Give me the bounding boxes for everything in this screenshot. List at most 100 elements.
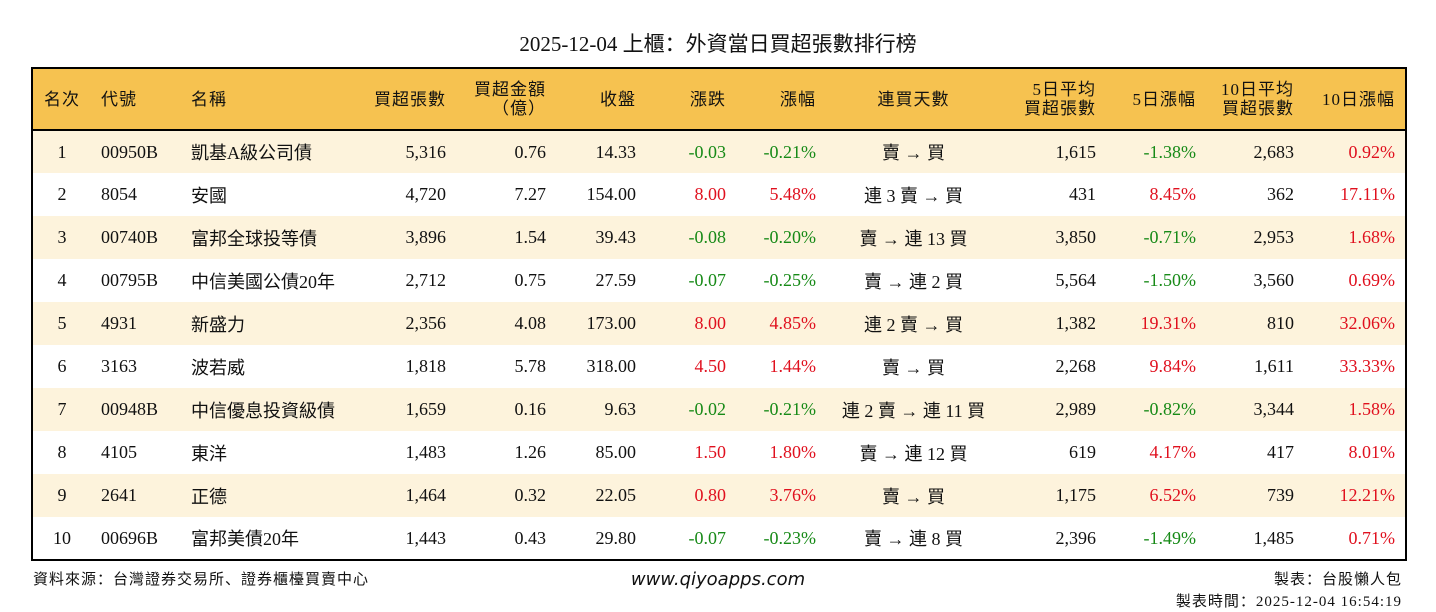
table-cell: 0.76	[514, 141, 547, 162]
table-cell: 10	[53, 527, 71, 548]
table-cell: 5,564	[1055, 270, 1097, 290]
column-header: 連買天數	[877, 89, 950, 109]
ranking-table: 名次 代號 名稱 買超張數 買超金額 （億） 收盤 漲跌 漲幅 連買天數 5日平均 買超張數 5日漲幅 1…	[31, 67, 1407, 561]
table-cell: 1.50	[694, 442, 727, 462]
table-cell: 0.71%	[1348, 527, 1396, 548]
table-row: 8 4105 東洋 1,483 1.26 85.00 1.50 1.80% 賣 → 連 12 買…	[32, 431, 1406, 474]
table-cell: 1.80%	[769, 442, 817, 462]
data-source: 資料來源：台灣證券交易所、證券櫃檯買賣中心	[33, 572, 370, 588]
table-cell: 12.21%	[1339, 485, 1396, 505]
table-cell: 2,396	[1055, 527, 1097, 548]
table-cell: -0.20%	[763, 227, 817, 247]
column-header: 漲幅	[780, 89, 816, 109]
table-cell: 賣 → 買	[882, 143, 945, 163]
generated-time: 製表時間：2025-12-04 16:54:19	[1175, 594, 1402, 610]
table-cell: 1,443	[405, 527, 447, 548]
table-cell: 00950B	[101, 141, 159, 162]
table-cell: 4.17%	[1149, 442, 1197, 462]
table-row: 9 2641 正德 1,464 0.32 22.05 0.80 3.76% 賣 → 買 1,175…	[32, 474, 1406, 517]
table-cell: 2,989	[1055, 399, 1097, 419]
table-cell: 賣 → 買	[882, 486, 945, 507]
table-cell: 2641	[101, 485, 137, 505]
table-cell: 1,382	[1055, 313, 1097, 333]
table-cell: 富邦美債20年	[191, 529, 299, 549]
table-cell: 739	[1267, 485, 1294, 505]
table-cell: 154.00	[586, 184, 637, 204]
column-header: 名稱	[191, 89, 227, 109]
table-cell: 4	[57, 270, 67, 290]
table-cell: 19.31%	[1140, 313, 1197, 333]
table-cell: 新盛力	[191, 314, 245, 335]
table-cell: 5,316	[405, 141, 447, 162]
table-cell: 173.00	[586, 313, 637, 333]
table-cell: 4,720	[405, 184, 447, 204]
column-header: 代號	[101, 89, 137, 109]
table-cell: -0.21%	[763, 399, 817, 419]
table-cell: -0.21%	[763, 141, 817, 162]
table-cell: 2,268	[1055, 356, 1097, 376]
table-cell: 8.01%	[1348, 442, 1396, 462]
table-cell: 9.84%	[1149, 356, 1197, 376]
table-cell: 2,712	[405, 270, 447, 290]
column-header: 收盤	[600, 89, 636, 109]
table-header: 名次 代號 名稱 買超張數 買超金額 （億） 收盤 漲跌 漲幅 連買天數 5日平均 買超張數 5日漲幅 1…	[32, 68, 1406, 130]
table-row: 7 00948B 中信優息投資級債 1,659 0.16 9.63 -0.02 -0.21% 連…	[32, 388, 1406, 431]
table-cell: -0.82%	[1143, 399, 1197, 419]
table-cell: 2,683	[1253, 141, 1295, 162]
table-row: 3 00740B 富邦全球投等債 3,896 1.54 39.43 -0.08 -0.20% 賣…	[32, 216, 1406, 259]
table-cell: 6.52%	[1149, 485, 1197, 505]
table-cell: 362	[1267, 184, 1294, 204]
table-cell: 17.11%	[1340, 184, 1395, 204]
table-cell: 7.27	[514, 184, 547, 204]
table-cell: 27.59	[595, 270, 637, 290]
table-row: 10 00696B 富邦美債20年 1,443 0.43 29.80 -0.07 -0.23%…	[32, 517, 1406, 560]
table-cell: 29.80	[595, 527, 637, 548]
table-row: 1 00950B 凱基A級公司債 5,316 0.76 14.33 -0.03 -0.21% 賣…	[32, 130, 1406, 173]
table-cell: 318.00	[586, 356, 637, 376]
table-cell: 3,560	[1253, 270, 1295, 290]
table-cell: 8	[57, 442, 67, 462]
table-cell: 0.32	[514, 485, 547, 505]
author: 製表：台股懶人包	[1273, 572, 1402, 588]
column-header: 名次	[44, 89, 80, 109]
table-cell: 3163	[101, 356, 137, 376]
table-cell: 4105	[101, 442, 137, 462]
column-header: 買超張數	[374, 89, 446, 109]
table-cell: 0.43	[514, 527, 547, 548]
table-cell: 9	[57, 485, 67, 505]
table-cell: -0.07	[688, 270, 727, 290]
table-cell: 810	[1267, 313, 1294, 333]
table-cell: -0.02	[688, 399, 727, 419]
table-cell: 1.26	[514, 442, 547, 462]
table-cell: 連 2 賣 → 買	[864, 314, 963, 335]
table-cell: 2,953	[1253, 227, 1295, 247]
table-cell: 8.45%	[1149, 184, 1197, 204]
table-cell: 賣 → 連 12 買	[859, 443, 968, 464]
table-cell: 0.16	[514, 399, 547, 419]
table-row: 2 8054 安國 4,720 7.27 154.00 8.00 5.48% 連 3 賣 → 買…	[32, 173, 1406, 216]
table-cell: 安國	[191, 185, 227, 206]
table-cell: 波若威	[191, 357, 245, 378]
table-cell: 0.69%	[1348, 270, 1396, 290]
table-cell: -1.49%	[1143, 527, 1197, 548]
table-cell: 賣 → 連 13 買	[859, 228, 968, 249]
table-cell: 3	[57, 227, 67, 247]
table-row: 5 4931 新盛力 2,356 4.08 173.00 8.00 4.85% 連 2 賣 → …	[32, 302, 1406, 345]
table-cell: 33.33%	[1339, 356, 1396, 376]
table-cell: 賣 → 連 8 買	[864, 529, 963, 549]
table-cell: 3,850	[1055, 227, 1097, 247]
table-row: 6 3163 波若威 1,818 5.78 318.00 4.50 1.44% 賣 → 買 2,2…	[32, 345, 1406, 388]
table-row: 4 00795B 中信美國公債20年 2,712 0.75 27.59 -0.07 -0.25…	[32, 259, 1406, 302]
table-cell: 4.50	[694, 356, 727, 376]
table-cell: 14.33	[595, 141, 637, 162]
table-cell: 3,344	[1253, 399, 1295, 419]
table-cell: 賣 → 連 2 買	[864, 271, 963, 292]
table-cell: 2	[57, 184, 67, 204]
website-link[interactable]: www.qiyoapps.com	[630, 569, 806, 590]
table-cell: 7	[57, 399, 67, 419]
table-cell: 3.76%	[769, 485, 817, 505]
table-cell: 417	[1267, 442, 1294, 462]
column-header: 漲跌	[690, 89, 726, 109]
table-cell: 1.58%	[1348, 399, 1396, 419]
table-cell: 凱基A級公司債	[191, 143, 312, 163]
